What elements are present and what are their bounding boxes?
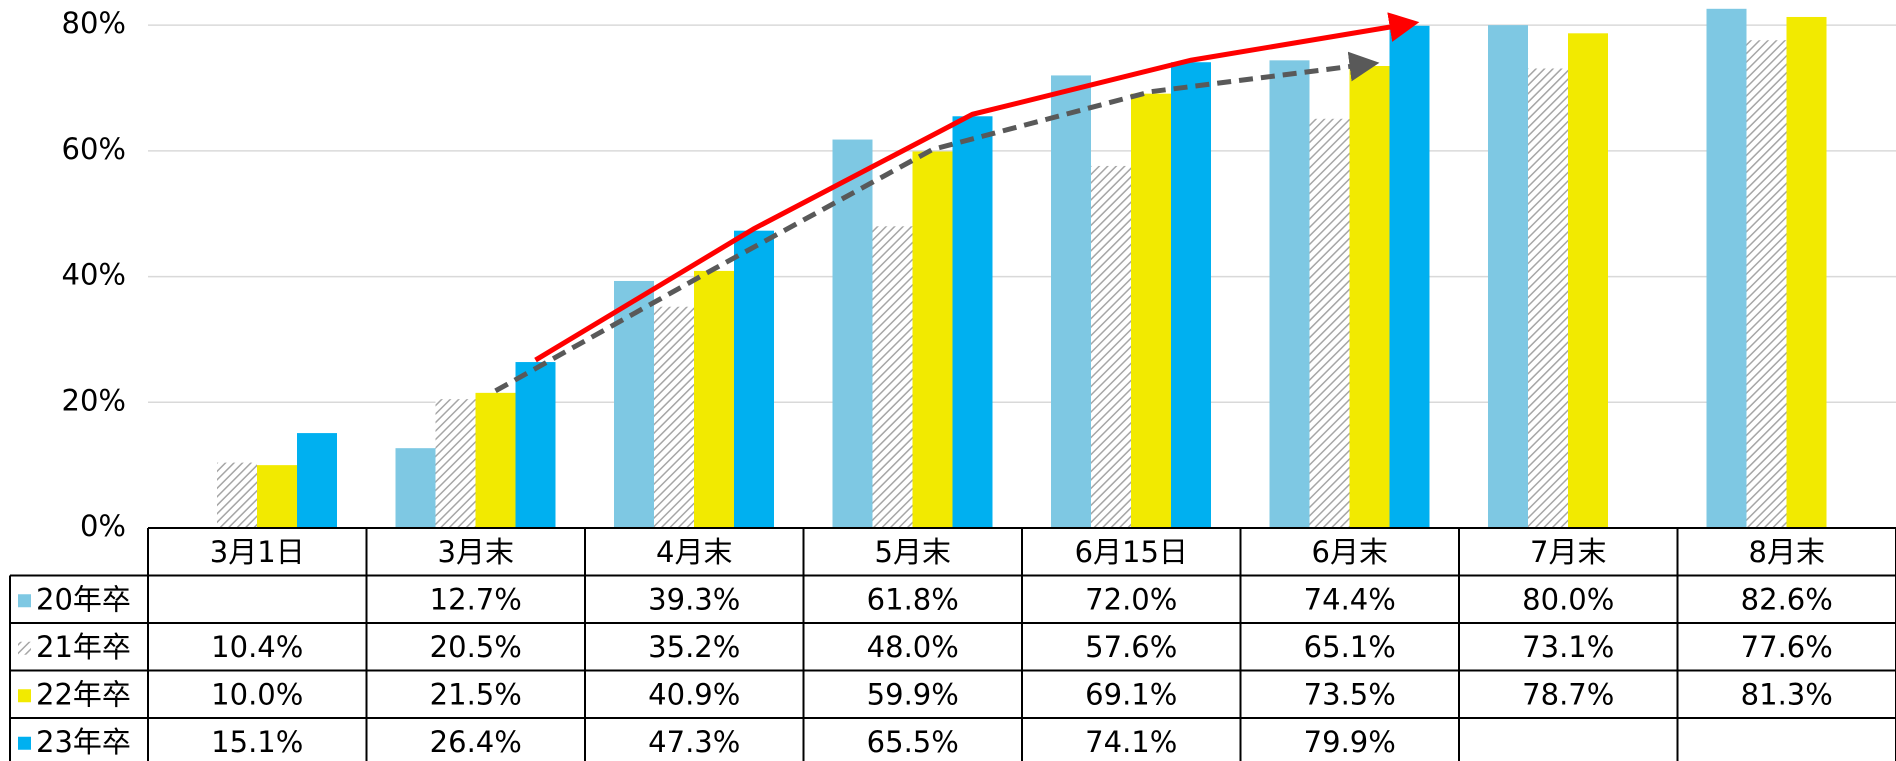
- bar: [1349, 66, 1390, 528]
- value-label: 35.2%: [648, 630, 740, 664]
- value-label: 74.1%: [1085, 725, 1177, 759]
- value-label: 40.9%: [648, 677, 740, 711]
- trend-arrow: [494, 51, 1380, 394]
- legend-label: 21年卒: [36, 630, 131, 664]
- y-tick-label: 80%: [62, 6, 126, 40]
- value-label: 10.4%: [211, 630, 303, 664]
- bar: [1309, 118, 1350, 529]
- value-label: 73.5%: [1304, 677, 1396, 711]
- bar: [1488, 25, 1528, 529]
- legend-swatch: [18, 594, 31, 608]
- value-label: 80.0%: [1522, 582, 1614, 616]
- value-label: 79.9%: [1304, 725, 1396, 759]
- value-label: 65.5%: [867, 725, 959, 759]
- y-tick-label: 20%: [62, 383, 126, 417]
- bar: [257, 465, 297, 528]
- bar: [1091, 165, 1131, 528]
- bar: [1706, 8, 1747, 529]
- bar: [832, 139, 873, 529]
- bar: [1269, 60, 1310, 528]
- value-label: 81.3%: [1741, 677, 1833, 711]
- value-label: 78.7%: [1522, 677, 1614, 711]
- value-label: 74.4%: [1304, 582, 1396, 616]
- legend-swatch: [18, 736, 31, 750]
- value-label: 20.5%: [430, 630, 522, 664]
- value-label: 72.0%: [1085, 582, 1177, 616]
- value-label: 12.7%: [430, 582, 522, 616]
- value-label: 15.1%: [211, 725, 303, 759]
- legend-label: 23年卒: [36, 725, 131, 759]
- y-tick-label: 40%: [62, 258, 126, 292]
- bar: [734, 230, 774, 528]
- bar: [1051, 75, 1091, 528]
- bar: [297, 433, 337, 528]
- trend-arrow: [534, 12, 1420, 363]
- x-tick-label: 6月15日: [1075, 535, 1188, 569]
- value-label: 65.1%: [1304, 630, 1396, 664]
- value-label: 39.3%: [648, 582, 740, 616]
- bar: [1746, 40, 1787, 528]
- bar: [1389, 25, 1430, 529]
- legend-swatch: [18, 689, 31, 703]
- bar: [952, 116, 993, 529]
- x-tick-label: 6月末: [1312, 535, 1388, 569]
- bar: [1131, 93, 1171, 529]
- bar: [1528, 68, 1568, 528]
- y-tick-label: 0%: [80, 509, 126, 543]
- value-label: 57.6%: [1085, 630, 1177, 664]
- bar: [614, 280, 654, 528]
- bar: [872, 226, 913, 529]
- value-label: 10.0%: [211, 677, 303, 711]
- bar: [395, 448, 436, 528]
- value-label: 59.9%: [867, 677, 959, 711]
- value-label: 73.1%: [1522, 630, 1614, 664]
- x-tick-label: 3月末: [438, 535, 514, 569]
- value-label: 82.6%: [1741, 582, 1833, 616]
- bar: [1786, 16, 1827, 528]
- legend-label: 20年卒: [36, 582, 131, 616]
- x-tick-label: 5月末: [875, 535, 951, 569]
- bar: [475, 392, 516, 528]
- legend-label: 22年卒: [36, 677, 131, 711]
- legend-swatch: [18, 641, 31, 655]
- value-label: 69.1%: [1085, 677, 1177, 711]
- bar: [912, 151, 953, 528]
- bar: [654, 306, 694, 528]
- x-tick-label: 8月末: [1749, 535, 1825, 569]
- value-label: 48.0%: [867, 630, 959, 664]
- y-tick-label: 60%: [62, 132, 126, 166]
- bar: [1171, 62, 1211, 528]
- value-label: 77.6%: [1741, 630, 1833, 664]
- value-label: 21.5%: [430, 677, 522, 711]
- bar: [694, 270, 734, 528]
- x-tick-label: 7月末: [1530, 535, 1606, 569]
- bar: [435, 399, 476, 528]
- value-label: 47.3%: [648, 725, 740, 759]
- bar: [217, 462, 257, 528]
- bar: [515, 362, 556, 528]
- x-tick-label: 3月1日: [210, 535, 305, 569]
- value-label: 61.8%: [867, 582, 959, 616]
- value-label: 26.4%: [430, 725, 522, 759]
- x-tick-label: 4月末: [656, 535, 732, 569]
- bar: [1568, 33, 1608, 529]
